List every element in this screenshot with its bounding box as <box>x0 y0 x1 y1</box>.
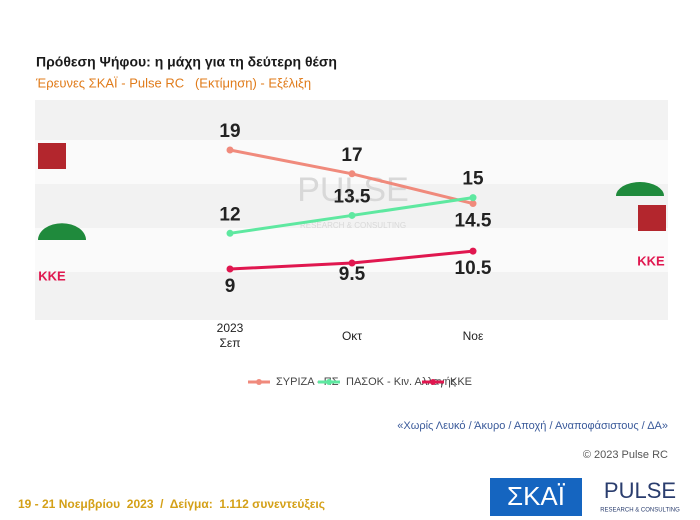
data-point <box>226 229 234 237</box>
chart-title: Πρόθεση Ψήφου: η μάχη για τη δεύτερη θέσ… <box>36 54 337 70</box>
data-point <box>348 211 356 219</box>
data-label: 12 <box>219 204 240 225</box>
watermark: PULSE <box>297 171 409 209</box>
data-label: 15 <box>462 169 484 190</box>
plot-area <box>35 100 668 320</box>
watermark-sub: RESEARCH & CONSULTING <box>300 221 406 230</box>
data-point <box>348 259 356 267</box>
legend-label: ΣΥΡΙΖΑ - ΠΣ <box>276 376 339 388</box>
data-point <box>469 247 477 255</box>
legend-label: ΠΑΣΟΚ - Κιν. Αλλαγής <box>346 376 456 388</box>
data-label: 14.5 <box>455 211 492 232</box>
copyright: © 2023 Pulse RC <box>583 449 668 461</box>
data-label: 17 <box>341 145 362 166</box>
x-year-label: 2023 <box>217 321 244 335</box>
note: «Χωρίς Λευκό / Άκυρο / Αποχή / Αναποφάσι… <box>397 420 668 432</box>
chart-subtitle: Έρευνες ΣΚΑΪ - Pulse RC (Εκτίμηση) - Εξέ… <box>35 75 311 90</box>
data-label: 9.5 <box>339 264 366 285</box>
syriza-logo <box>38 143 66 169</box>
skai-logo-bg <box>490 478 582 516</box>
kke-logo: ΚΚΕ <box>637 253 665 268</box>
legend-marker <box>326 379 332 385</box>
pasok-logo <box>616 182 664 196</box>
data-point <box>226 265 234 273</box>
data-label: 13.5 <box>334 186 371 207</box>
footer: 19 - 21 Νοεμβρίου 2023 / Δείγμα: 1.112 σ… <box>18 497 325 511</box>
data-point <box>469 200 477 208</box>
pulse-logo-sub: RESEARCH & CONSULTING <box>600 508 680 514</box>
legend-marker <box>430 379 436 385</box>
pulse-logo: PULSE <box>604 478 676 503</box>
data-label: 9 <box>225 276 236 297</box>
data-point <box>469 194 477 202</box>
x-tick-label: Σεπ <box>219 336 240 350</box>
x-tick-label: Νοε <box>463 329 484 343</box>
x-tick-label: Οκτ <box>342 329 362 343</box>
kke-logo: ΚΚΕ <box>38 268 66 283</box>
legend-marker <box>256 379 262 385</box>
data-label: 10.5 <box>455 258 492 279</box>
syriza-logo <box>638 205 666 231</box>
skai-logo: ΣΚΑΪ <box>507 481 566 511</box>
legend-label: ΚΚΕ <box>450 376 472 388</box>
data-point <box>226 146 234 154</box>
data-label: 19 <box>219 121 240 142</box>
data-point <box>348 170 356 178</box>
pasok-logo <box>38 223 86 240</box>
